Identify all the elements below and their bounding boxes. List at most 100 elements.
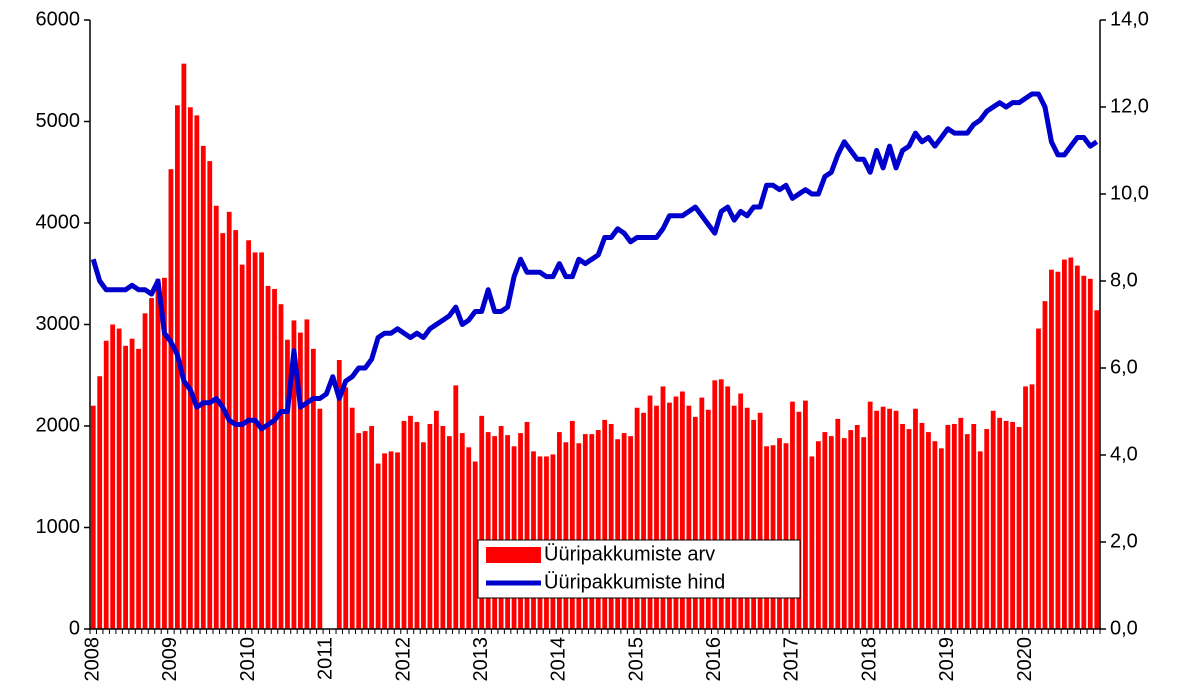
y2-tick-label: 6,0 <box>1110 356 1138 378</box>
x-tick-label: 2020 <box>1014 637 1036 682</box>
bar <box>298 332 303 629</box>
bar <box>155 278 161 629</box>
bar <box>822 432 828 629</box>
x-tick-label: 2019 <box>936 637 958 682</box>
bar <box>731 405 737 629</box>
bar <box>835 418 841 629</box>
bar <box>919 422 925 629</box>
bar <box>757 412 763 629</box>
bar <box>291 320 297 629</box>
bar <box>589 434 595 629</box>
bar <box>660 386 666 629</box>
y-tick-label: 4000 <box>36 211 81 233</box>
bar <box>576 443 582 629</box>
y-tick-label: 2000 <box>36 414 81 436</box>
bar <box>634 407 640 629</box>
bar <box>90 405 96 629</box>
bar <box>421 442 426 629</box>
bar <box>472 461 478 629</box>
bar <box>880 406 886 629</box>
bar <box>984 429 990 629</box>
bar <box>246 240 252 629</box>
bar <box>667 402 672 629</box>
y2-tick-label: 4,0 <box>1110 443 1138 465</box>
bar <box>213 205 219 629</box>
bar <box>861 437 867 629</box>
x-tick-label: 2011 <box>315 637 337 680</box>
bar <box>692 416 698 629</box>
bar <box>479 415 485 629</box>
bar <box>1068 257 1074 629</box>
bar <box>608 423 614 629</box>
bar <box>1010 421 1015 629</box>
bar <box>770 445 776 629</box>
bar <box>524 421 530 629</box>
bar <box>951 423 957 629</box>
bar <box>848 430 854 629</box>
bar <box>518 433 523 629</box>
bar <box>116 328 122 629</box>
bar <box>233 230 239 630</box>
x-tick-label: 2009 <box>159 637 181 682</box>
bar <box>1094 310 1100 629</box>
x-tick-label: 2014 <box>548 637 570 682</box>
bar <box>511 446 517 629</box>
bar <box>181 63 187 629</box>
bar <box>809 456 815 629</box>
bar <box>803 400 808 629</box>
bar <box>1023 386 1028 629</box>
bar <box>641 412 646 629</box>
bar <box>356 433 362 629</box>
bar <box>569 420 575 629</box>
bar <box>265 285 271 629</box>
y2-tick-label: 0,0 <box>1110 617 1138 639</box>
bar <box>349 407 355 629</box>
bar <box>1061 259 1067 629</box>
bar <box>1036 328 1041 629</box>
bar <box>466 447 472 629</box>
bar <box>239 264 245 629</box>
bar <box>1087 278 1093 629</box>
bar <box>744 407 750 629</box>
bar <box>304 319 310 629</box>
bar <box>764 446 769 629</box>
y-tick-label: 0 <box>69 617 80 639</box>
x-tick-label: 2013 <box>470 637 492 682</box>
bar <box>110 324 116 629</box>
bar <box>621 433 627 629</box>
bar <box>945 424 951 629</box>
bar <box>563 442 569 629</box>
bar <box>783 443 789 629</box>
bar <box>712 380 718 629</box>
bar <box>654 405 659 629</box>
bar <box>149 298 154 629</box>
bar <box>913 408 918 629</box>
y2-tick-label: 8,0 <box>1110 269 1138 291</box>
bar <box>938 448 944 629</box>
bar <box>718 379 724 629</box>
bar <box>900 423 905 629</box>
bar <box>602 419 608 629</box>
bar <box>505 435 510 629</box>
bar <box>686 405 692 629</box>
bar <box>699 397 705 629</box>
bar <box>738 393 744 629</box>
bar <box>628 436 634 629</box>
bar <box>317 408 323 629</box>
bar <box>841 438 847 629</box>
bar <box>725 386 731 629</box>
legend-label: Üüripakkumiste arv <box>544 543 715 565</box>
bar <box>168 169 174 629</box>
line <box>90 91 1099 432</box>
bar <box>582 434 588 629</box>
bar <box>453 385 459 629</box>
bar <box>926 432 931 629</box>
bar <box>310 348 316 629</box>
bar <box>673 396 679 629</box>
bar <box>828 436 834 629</box>
bar <box>459 433 465 629</box>
x-tick-label: 2010 <box>237 637 259 682</box>
bar <box>103 340 109 629</box>
bar <box>485 432 491 629</box>
